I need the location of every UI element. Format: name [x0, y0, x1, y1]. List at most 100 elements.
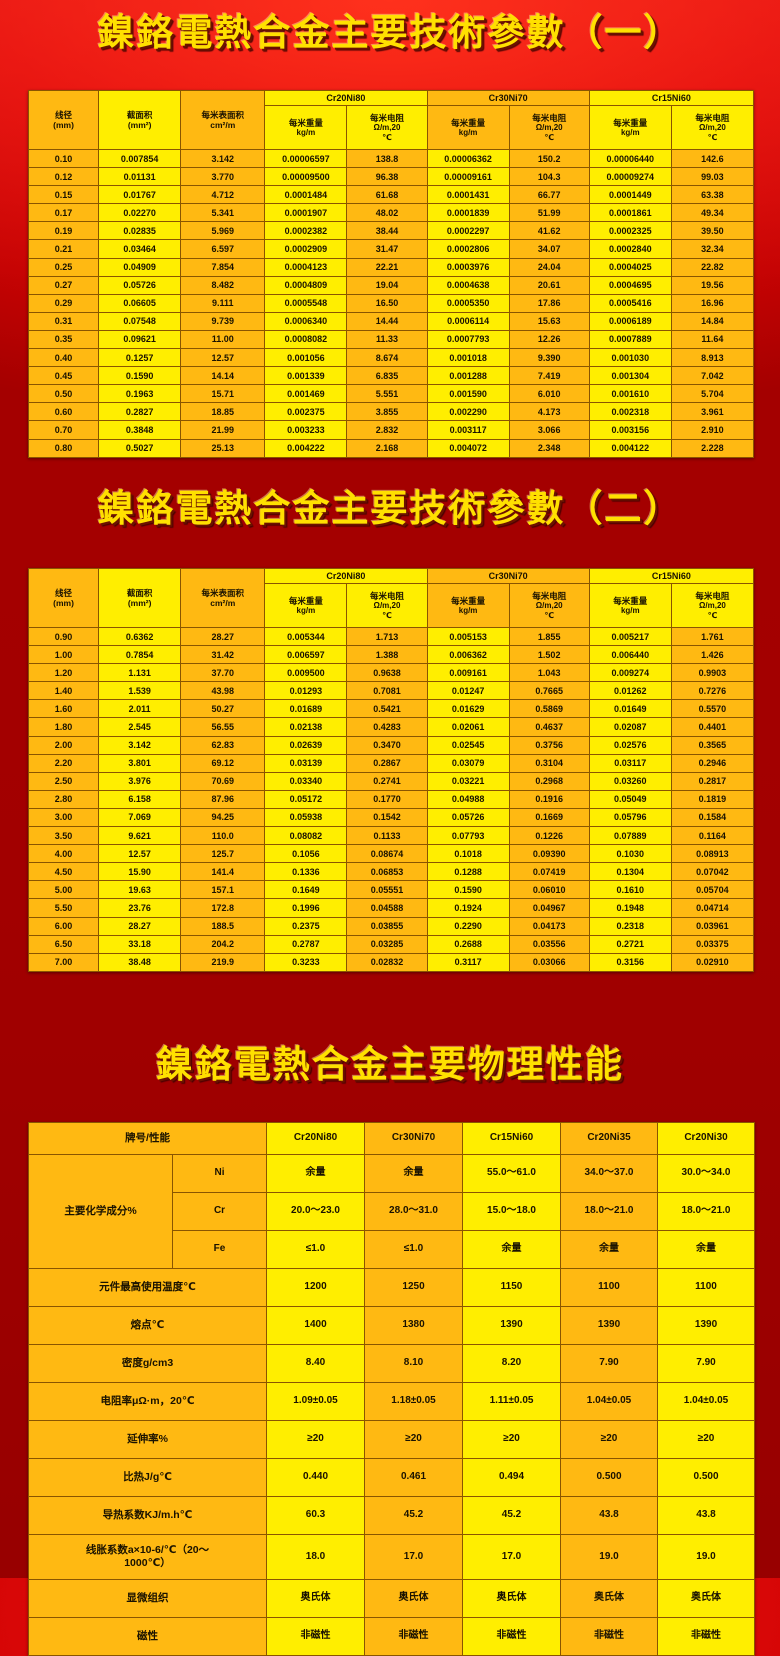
table-cell: 6.835 [346, 366, 428, 386]
table-cell: 43.98 [180, 681, 266, 701]
table-cell: 19.63 [98, 880, 182, 900]
table-cell: 0.4637 [508, 717, 590, 737]
table-cell: 0.1996 [264, 898, 348, 918]
table-cell: 0.00006597 [264, 148, 348, 169]
table-cell: 1.20 [27, 663, 100, 683]
table-cell: 0.1590 [426, 880, 510, 900]
table-cell: 138.8 [346, 148, 428, 169]
table-cell: 0.3470 [346, 735, 428, 755]
table-2-group-row: 线径 (mm) 截面积 (mm²) 每米表面积 cm²/m Cr20Ni80 C… [27, 568, 755, 628]
table-cell: 12.26 [508, 329, 590, 350]
table-cell: 0.05726 [426, 807, 510, 828]
table-cell: 0.0007889 [588, 329, 672, 350]
table-cell: 0.05049 [588, 789, 672, 809]
table-cell: 12.57 [98, 844, 182, 864]
table-cell: 0.40 [27, 348, 100, 368]
table-row: 0.15 0.01767 4.712 0.0001484 61.68 0.0001431 6… [27, 185, 755, 205]
table-cell: 14.44 [346, 311, 428, 331]
table-cell: 2.011 [98, 699, 182, 719]
table-cell: 16.96 [670, 293, 755, 313]
table-cell: 0.02576 [588, 735, 672, 755]
table-cell: 0.02138 [264, 717, 348, 737]
table-cell: 0.1018 [426, 844, 510, 864]
table-cell: 1.426 [670, 645, 755, 665]
table-cell: 18.0 [266, 1534, 366, 1580]
technical-params-table-2: 线径 (mm) 截面积 (mm²) 每米表面积 cm²/m Cr20Ni80 C… [27, 568, 755, 972]
table-cell: 219.9 [180, 952, 266, 972]
table-cell: 0.5869 [508, 699, 590, 719]
table-cell: 51.99 [508, 203, 590, 223]
table-cell: 8.913 [670, 348, 755, 368]
table-cell: 43.8 [560, 1496, 659, 1535]
table-cell: 1.60 [27, 699, 100, 719]
table-cell: 0.002290 [426, 402, 510, 422]
table-cell: ≤1.0 [266, 1230, 366, 1269]
table-cell: 0.01767 [98, 185, 182, 205]
table-cell: 0.003156 [588, 420, 672, 440]
table-cell: 157.1 [180, 880, 266, 900]
table-cell: 1.09±0.05 [266, 1382, 366, 1421]
table-cell: 2.50 [27, 771, 100, 791]
th-weight-cr20ni80: 每米重量 kg/m [264, 105, 348, 150]
table-cell: 0.7854 [98, 645, 182, 665]
table-cell: 0.1924 [426, 898, 510, 918]
table-row: 1.00 0.7854 31.42 0.006597 1.388 0.006362 1.50… [27, 645, 755, 665]
table-cell: 0.80 [27, 438, 100, 458]
table-cell: 0.02910 [670, 952, 755, 972]
table-cell: 0.1542 [346, 807, 428, 828]
table-cell: 0.4401 [670, 717, 755, 737]
technical-params-table-1: 线径 (mm) 截面积 (mm²) 每米表面积 cm²/m Cr20Ni80 C… [27, 90, 755, 458]
table-cell: 0.001339 [264, 366, 348, 386]
table-cell: 94.25 [180, 807, 266, 828]
th-weight-cr15ni60: 每米重量 kg/m [588, 105, 672, 150]
table-cell: 0.03221 [426, 771, 510, 791]
table-cell: 1100 [657, 1268, 756, 1307]
table-row: 0.50 0.1963 15.71 0.001469 5.551 0.001590 6.01… [27, 384, 755, 404]
table-cell: 45.2 [364, 1496, 464, 1535]
table-cell: 0.001304 [588, 366, 672, 386]
table-cell: 8.10 [364, 1344, 464, 1383]
table-cell: 14.84 [670, 311, 755, 331]
physical-properties-table-container: 牌号/性能 Cr20Ni80 Cr30Ni70 Cr15Ni60 Cr20Ni35 Cr2… [27, 1122, 756, 1656]
table-cell: 0.06853 [346, 862, 428, 882]
table-row: 1.60 2.011 50.27 0.01689 0.5421 0.01629 0.5869… [27, 699, 755, 719]
table-cell: ≥20 [462, 1420, 562, 1459]
table-cell: 0.05796 [588, 807, 672, 828]
table-cell: 142.6 [670, 148, 755, 169]
table-cell: 0.0002382 [264, 221, 348, 241]
table-cell: 17.0 [462, 1534, 562, 1580]
table-cell: 31.42 [180, 645, 266, 665]
table-cell: 19.04 [346, 275, 428, 295]
table-cell: 0.3565 [670, 735, 755, 755]
row-label: 电阻率μΩ·m，20℃ [27, 1382, 268, 1421]
table-cell: 0.02545 [426, 735, 510, 755]
table-cell: 0.5027 [98, 438, 182, 458]
table-cell: 19.56 [670, 275, 755, 295]
table-cell: 0.3233 [264, 952, 348, 972]
table-cell: 0.1770 [346, 789, 428, 809]
table-cell: ≥20 [364, 1420, 464, 1459]
table-row: 导热系数KJ/m.h℃ 60.3 45.2 45.2 43.8 43.8 [27, 1496, 756, 1535]
table-cell: 0.0001449 [588, 185, 672, 205]
table-cell: 0.006440 [588, 645, 672, 665]
table-row: 7.00 38.48 219.9 0.3233 0.02832 0.3117 0.03066… [27, 952, 755, 972]
table-row: 2.50 3.976 70.69 0.03340 0.2741 0.03221 0.2968… [27, 771, 755, 791]
table-cell: 0.04173 [508, 916, 590, 936]
table-cell: 余量 [462, 1230, 562, 1269]
row-label: 线胀系数a×10-6/℃（20～ 1000℃） [27, 1534, 268, 1580]
table-cell: 0.0001839 [426, 203, 510, 223]
table-row: 6.50 33.18 204.2 0.2787 0.03285 0.2688 0.03556… [27, 934, 755, 954]
table-cell: 0.06605 [98, 293, 182, 313]
table-cell: 0.01262 [588, 681, 672, 701]
table-2-head: 线径 (mm) 截面积 (mm²) 每米表面积 cm²/m Cr20Ni80 C… [27, 568, 755, 628]
th-resist-cr20ni80: 每米电阻 Ω/m,20 ℃ [346, 583, 428, 628]
table-cell: 0.50 [27, 384, 100, 404]
table-cell: 0.0006189 [588, 311, 672, 331]
table-cell: 38.44 [346, 221, 428, 241]
table-cell: 39.50 [670, 221, 755, 241]
table-cell: 0.12 [27, 167, 100, 187]
table-cell: 0.1288 [426, 862, 510, 882]
th-alloy-cr30ni70: Cr30Ni70 [364, 1122, 464, 1155]
table-cell: 96.38 [346, 167, 428, 187]
table-cell: 11.64 [670, 329, 755, 350]
